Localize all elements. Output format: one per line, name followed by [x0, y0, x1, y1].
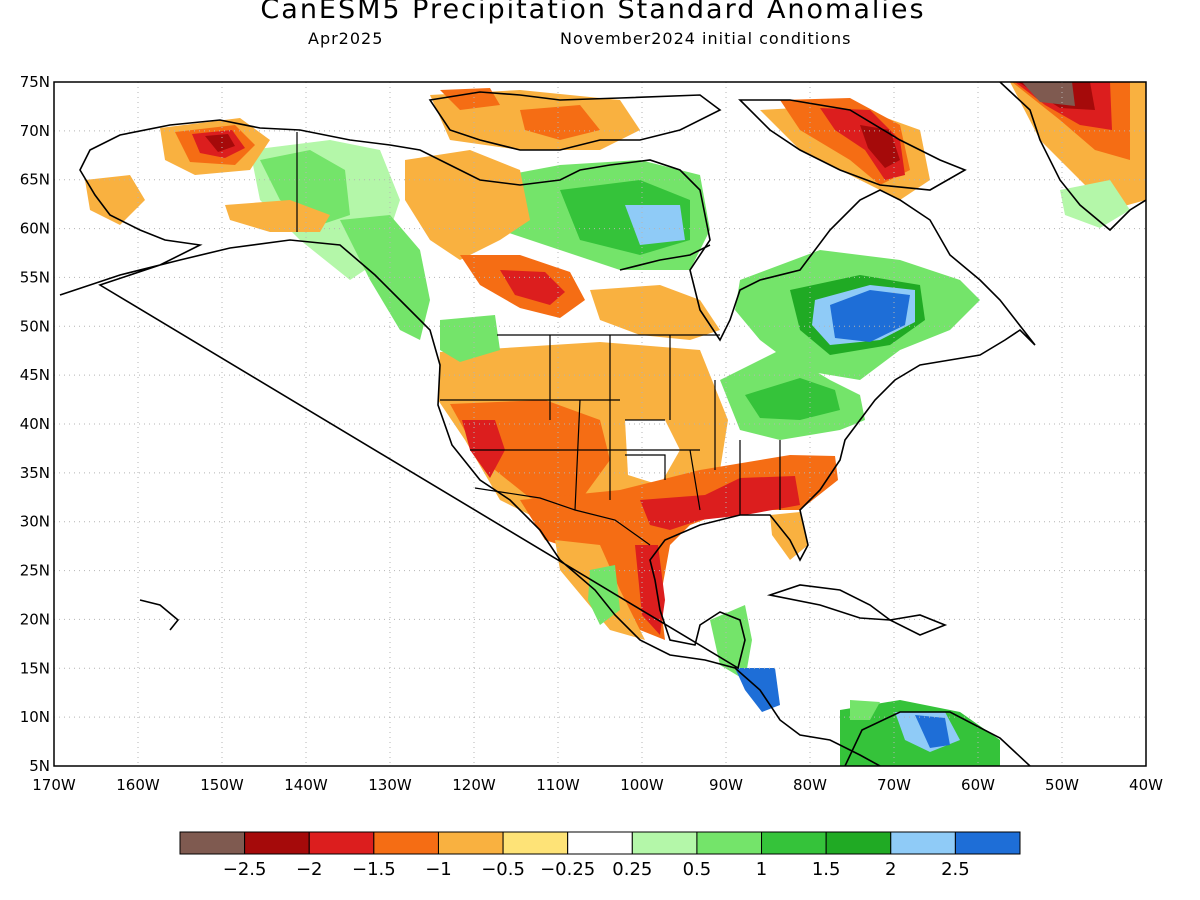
- lat-label: 15N: [20, 659, 50, 677]
- colorbar-label: −0.25: [540, 859, 595, 880]
- colorbar-swatch: [179, 831, 246, 855]
- anomaly-region-western-canada-dry: [405, 150, 530, 260]
- lat-label: 55N: [20, 268, 50, 286]
- lat-label: 20N: [20, 610, 50, 628]
- map-title: CanESM5 Precipitation Standard Anomalies: [260, 0, 926, 25]
- lat-label: 5N: [29, 757, 50, 775]
- lat-label: 25N: [20, 562, 50, 580]
- anomaly-field: [85, 82, 1146, 766]
- coastline-hudson-bay: [619, 244, 711, 271]
- colorbar-label: −2: [296, 859, 323, 880]
- graticule: [54, 82, 1146, 766]
- lon-label: 50W: [1045, 776, 1079, 794]
- colorbar-label: 1.5: [812, 859, 841, 880]
- anomaly-region-south-america-blue: [915, 715, 950, 748]
- colorbar-label: 0.5: [683, 859, 712, 880]
- anomaly-region-great-lakes-green: [745, 378, 840, 420]
- colorbar-label: −1.5: [352, 859, 396, 880]
- anomaly-region-alaska-south: [225, 200, 330, 232]
- lat-label: 60N: [20, 220, 50, 238]
- coastline-greenland: [999, 82, 1146, 232]
- state-borders: [440, 335, 781, 515]
- colorbar-swatch: [308, 831, 375, 855]
- anomaly-region-hudson-blue: [625, 205, 685, 245]
- colorbar-label: 2.5: [941, 859, 970, 880]
- colorbar-labels: −2.5 −2 −1.5 −1 −0.5 −0.25 0.25 0.5 1 1.5 2 2.5: [223, 859, 970, 880]
- lat-label: 45N: [20, 366, 50, 384]
- colorbar-label: −2.5: [223, 859, 267, 880]
- colorbar-swatch: [890, 831, 956, 855]
- lon-label: 100W: [620, 776, 664, 794]
- anomaly-region-florida: [770, 512, 808, 560]
- longitude-labels: 170W 160W 150W 140W 130W 120W 110W 100W 90W 80W 70…: [32, 776, 1163, 794]
- lon-label: 70W: [877, 776, 911, 794]
- coastline-cuba: [766, 584, 893, 621]
- colorbar-swatch: [437, 831, 504, 855]
- colorbar: [179, 831, 1021, 855]
- lon-label: 90W: [709, 776, 743, 794]
- forecast-month: Apr2025: [308, 29, 384, 48]
- anomaly-region-alberta-red: [500, 270, 565, 305]
- colorbar-swatch: [631, 831, 698, 855]
- lat-label: 35N: [20, 464, 50, 482]
- latitude-labels: 75N 70N 65N 60N 55N 50N 45N 40N 35N 30N 25N 20N 15N 1…: [20, 73, 50, 775]
- colorbar-swatch: [696, 831, 763, 855]
- lat-label: 30N: [20, 513, 50, 531]
- colorbar-label: 0.25: [612, 859, 652, 880]
- lon-label: 150W: [200, 776, 244, 794]
- anomaly-region-alaska-southwest: [85, 175, 145, 225]
- colorbar-label: 1: [756, 859, 767, 880]
- colorbar-swatch: [244, 831, 310, 855]
- initial-conditions: November2024 initial conditions: [560, 29, 852, 48]
- lat-label: 70N: [20, 122, 50, 140]
- lon-label: 110W: [536, 776, 580, 794]
- anomaly-region-prairies-dry: [590, 285, 720, 340]
- anomaly-region-central-plains-white: [625, 420, 680, 485]
- colorbar-swatch: [825, 831, 892, 855]
- lon-label: 80W: [793, 776, 827, 794]
- plot-frame: [53, 81, 1147, 767]
- coastline-hispaniola: [887, 614, 948, 636]
- anomaly-region-baffin-darkred: [860, 125, 900, 168]
- colorbar-swatch: [761, 831, 827, 855]
- lon-label: 40W: [1129, 776, 1163, 794]
- anomaly-region-south-america-green: [850, 700, 880, 720]
- lon-label: 140W: [284, 776, 328, 794]
- political-borders: [296, 132, 781, 546]
- lon-label: 60W: [961, 776, 995, 794]
- anomaly-region-yukon-green: [260, 150, 350, 225]
- anomaly-region-alaska-darkred: [205, 134, 235, 152]
- lat-label: 10N: [20, 708, 50, 726]
- lat-label: 65N: [20, 171, 50, 189]
- colorbar-swatch: [373, 831, 439, 855]
- anomaly-region-quebec-blue: [830, 290, 910, 342]
- lon-label: 160W: [116, 776, 160, 794]
- anomaly-region-arctic-orange: [440, 88, 500, 110]
- lat-label: 50N: [20, 317, 50, 335]
- colorbar-swatch: [502, 831, 569, 855]
- coastline-baffin: [738, 99, 967, 191]
- coastline-arctic-islands: [428, 91, 722, 151]
- lon-label: 120W: [452, 776, 496, 794]
- colorbar-label: −0.5: [481, 859, 525, 880]
- lat-label: 40N: [20, 415, 50, 433]
- anomaly-region-southwest-red: [462, 420, 505, 478]
- colorbar-swatch: [567, 831, 633, 855]
- colorbar-label: 2: [885, 859, 896, 880]
- lat-label: 75N: [20, 73, 50, 91]
- colorbar-swatch: [954, 831, 1021, 855]
- coastline-hawaii: [139, 599, 180, 631]
- lon-label: 130W: [368, 776, 412, 794]
- anomaly-region-central-america-blue: [735, 668, 780, 712]
- colorbar-label: −1: [425, 859, 452, 880]
- anomaly-region-greenland-wet: [1060, 180, 1130, 228]
- lon-label: 170W: [32, 776, 76, 794]
- anomaly-region-gulf-coast-red: [640, 476, 800, 530]
